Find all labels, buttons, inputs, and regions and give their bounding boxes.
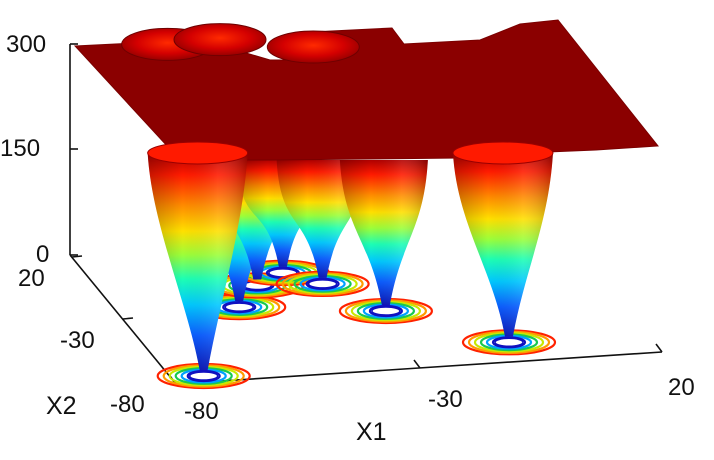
floor-contour-center-4 [307,279,338,289]
x1-tick-label-20: 20 [668,374,695,401]
x2-tick-20 [71,255,83,258]
front-well-surfaces [147,141,554,371]
floor-contour-center-5 [371,306,401,316]
well-cone-0 [147,141,249,371]
z-tick-label-150: 150 [0,135,40,162]
floor-contour-1-5 [222,301,257,314]
floor-contour-6-5 [491,336,527,349]
floor-contour-center-1 [224,302,254,312]
x1-axis-title: X1 [356,418,387,446]
well-surfaces [193,160,428,305]
z-tick-label-0: 0 [36,241,49,268]
plateau-pits [121,23,360,64]
z-tick-label-300: 300 [6,31,46,58]
floor-contour-center-0 [188,371,219,381]
floor-contour-0-5 [186,369,221,383]
x1-tick-m30 [413,359,421,369]
x2-axis-line [69,254,177,385]
plateau-pit-9 [266,30,360,64]
x2-tick-label-m80: -80 [110,391,145,418]
x1-tick-label-m30: -30 [428,386,463,413]
x2-axis-title: X2 [46,392,77,420]
x2-tick-label-20: 20 [18,265,45,292]
well-cone-6 [452,141,554,337]
well-cone-4 [276,160,365,278]
x2-tick-m30 [122,317,134,320]
floor-contour-5-5 [368,304,403,318]
x2-tick-label-m30: -30 [60,327,95,354]
x1-tick-label-m80: -80 [184,398,219,425]
x1-tick-20 [655,343,663,353]
axes [69,43,663,385]
floor-contour-center-6 [494,337,524,348]
floor-contour-4-5 [305,277,340,290]
well-cone-5 [339,160,428,305]
plateau-pit-8 [173,23,267,57]
